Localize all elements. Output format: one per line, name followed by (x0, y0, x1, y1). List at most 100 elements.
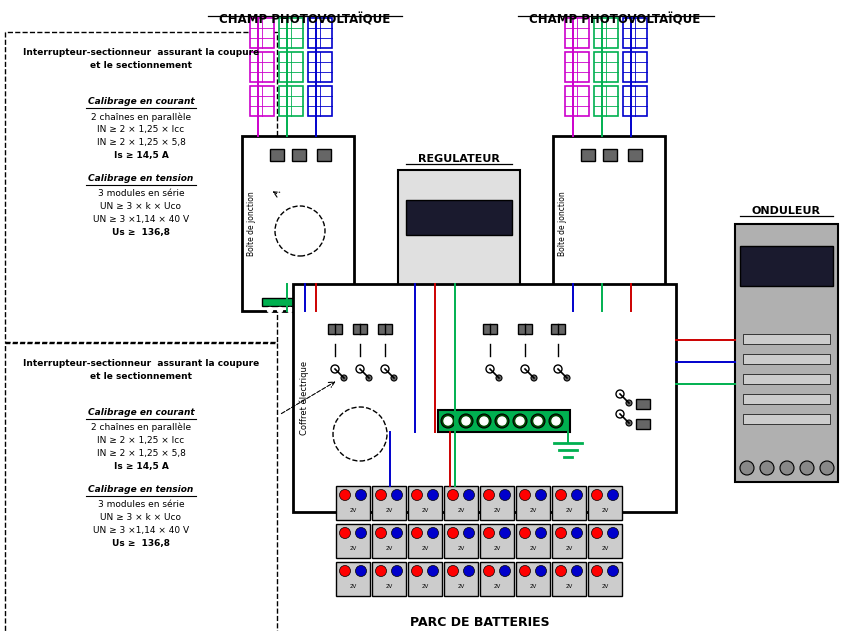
Circle shape (499, 528, 510, 538)
Circle shape (339, 565, 350, 577)
Circle shape (331, 365, 339, 373)
Text: 2V: 2V (493, 546, 500, 550)
Circle shape (380, 365, 389, 373)
Bar (372, 524, 405, 558)
Bar (742, 374, 829, 384)
Circle shape (563, 375, 569, 381)
Bar (270, 149, 284, 161)
Text: 2V: 2V (565, 546, 572, 550)
Circle shape (391, 565, 402, 577)
Circle shape (499, 490, 510, 500)
Bar (623, 52, 647, 82)
Circle shape (577, 307, 583, 312)
Bar (479, 562, 514, 596)
Text: 2 chaînes en parallèle: 2 chaînes en parallèle (90, 423, 191, 432)
Bar (515, 486, 549, 520)
Text: Boîte de jonction: Boîte de jonction (247, 191, 256, 256)
Bar (335, 562, 369, 596)
Circle shape (531, 414, 544, 428)
Bar (328, 324, 341, 334)
Circle shape (375, 528, 386, 538)
Bar (553, 136, 664, 311)
Circle shape (554, 565, 566, 577)
Bar (279, 52, 303, 82)
Circle shape (519, 565, 530, 577)
Circle shape (355, 490, 366, 500)
Circle shape (606, 490, 618, 500)
Text: Calibrage en courant: Calibrage en courant (88, 97, 194, 106)
Circle shape (625, 400, 631, 406)
Text: et le sectionnement: et le sectionnement (90, 372, 192, 381)
Bar (594, 86, 618, 116)
Text: UN ≥ 3 ×1,14 × 40 V: UN ≥ 3 ×1,14 × 40 V (93, 526, 189, 535)
Circle shape (317, 307, 322, 312)
Bar (352, 324, 367, 334)
Circle shape (591, 565, 602, 577)
Bar (551, 562, 585, 596)
Bar (335, 486, 369, 520)
Circle shape (355, 528, 366, 538)
Circle shape (355, 565, 366, 577)
Text: 2V: 2V (385, 507, 392, 512)
Circle shape (554, 528, 566, 538)
Bar (405, 200, 512, 235)
Text: 2V: 2V (385, 584, 392, 589)
Text: 3 modules en série: 3 modules en série (97, 189, 184, 198)
Bar (5, 32, 276, 342)
Text: UN ≥ 3 ×1,14 × 40 V: UN ≥ 3 ×1,14 × 40 V (93, 215, 189, 224)
Circle shape (427, 565, 438, 577)
Bar (421, 288, 431, 298)
Text: ONDULEUR: ONDULEUR (751, 206, 820, 216)
Bar (477, 288, 486, 298)
Text: 2V: 2V (601, 546, 608, 550)
Bar (551, 486, 585, 520)
Circle shape (485, 365, 493, 373)
Circle shape (447, 490, 458, 500)
Bar (580, 149, 595, 161)
Circle shape (551, 417, 560, 425)
Circle shape (411, 528, 422, 538)
Bar (308, 18, 332, 48)
Bar (241, 136, 354, 311)
Bar (308, 52, 332, 82)
Circle shape (427, 528, 438, 538)
Text: 2V: 2V (421, 507, 428, 512)
Circle shape (483, 565, 494, 577)
Bar (397, 170, 519, 308)
Circle shape (477, 414, 490, 428)
Text: Us ≥  136,8: Us ≥ 136,8 (112, 228, 170, 237)
Circle shape (571, 490, 582, 500)
Bar (623, 86, 647, 116)
Text: et le sectionnement: et le sectionnement (90, 61, 192, 70)
Text: REGULATEUR: REGULATEUR (418, 154, 499, 164)
Bar (479, 486, 514, 520)
Circle shape (427, 490, 438, 500)
Bar (515, 562, 549, 596)
Circle shape (495, 414, 508, 428)
Circle shape (366, 375, 372, 381)
Circle shape (447, 565, 458, 577)
Text: 2V: 2V (457, 584, 464, 589)
Bar (5, 343, 276, 631)
Bar (293, 284, 676, 512)
Text: Is ≥ 14,5 A: Is ≥ 14,5 A (113, 462, 168, 471)
Bar (444, 562, 478, 596)
Circle shape (411, 565, 422, 577)
Circle shape (520, 365, 528, 373)
Bar (518, 324, 531, 334)
Circle shape (591, 528, 602, 538)
Circle shape (535, 565, 546, 577)
Text: PARC DE BATTERIES: PARC DE BATTERIES (409, 616, 549, 629)
Bar (462, 288, 473, 298)
Circle shape (496, 375, 502, 381)
Circle shape (391, 375, 397, 381)
Circle shape (463, 528, 474, 538)
Text: 2V: 2V (565, 584, 572, 589)
Bar (515, 524, 549, 558)
Bar (378, 324, 392, 334)
Text: 2V: 2V (349, 584, 357, 589)
Circle shape (499, 565, 510, 577)
Bar (408, 524, 442, 558)
Circle shape (571, 565, 582, 577)
Bar (308, 86, 332, 116)
